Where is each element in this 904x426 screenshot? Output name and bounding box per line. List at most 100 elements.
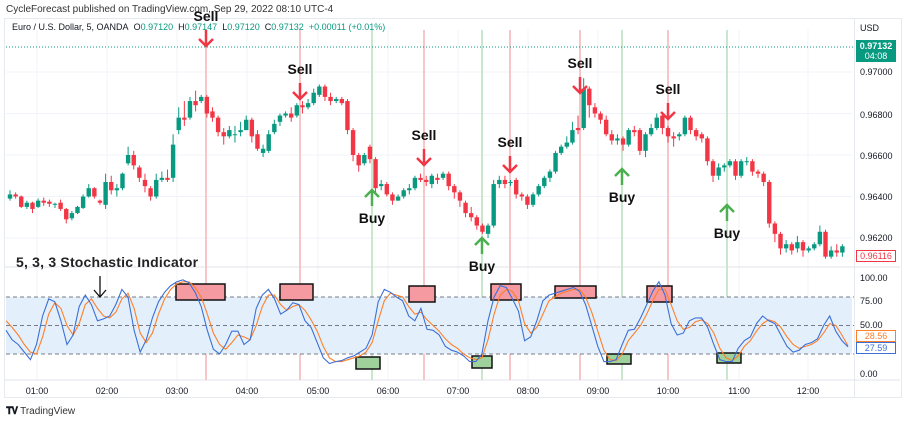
overbought-box <box>646 285 673 303</box>
candle-body <box>328 96 333 102</box>
time-tick-0200: 02:00 <box>95 386 119 396</box>
price-tick-2: 0.96600 <box>860 151 893 161</box>
sell-signal-label: Sell <box>193 8 219 24</box>
candle-body <box>806 248 811 251</box>
overbought-box <box>175 283 226 301</box>
candle-body <box>356 155 361 166</box>
candle-body <box>840 246 845 253</box>
candle-body <box>648 128 654 135</box>
osc-tick-100: 100.00 <box>860 273 888 283</box>
candle-body <box>69 213 75 219</box>
current-price: 0.97132 <box>859 41 893 51</box>
candle-body <box>727 161 733 166</box>
time-tick-0500: 05:00 <box>306 386 330 396</box>
candle-body <box>305 103 311 108</box>
candle-body <box>654 117 659 129</box>
osc-tick-0: 0.00 <box>860 369 878 379</box>
candle-body <box>440 173 446 178</box>
candle-body <box>199 96 204 102</box>
candle-body <box>170 144 176 178</box>
candle-body <box>334 98 339 102</box>
candle-body <box>755 171 761 174</box>
candle-body <box>778 233 783 249</box>
candle-body <box>244 119 249 131</box>
candle-body <box>120 173 125 189</box>
buy-arrowhead-icon <box>614 167 630 177</box>
candle-body <box>564 142 569 147</box>
candle-body <box>367 146 373 160</box>
chart-pane[interactable] <box>4 18 855 398</box>
candle-body <box>148 188 153 197</box>
candle-body <box>159 177 165 180</box>
candle-body <box>570 130 575 143</box>
candle-body <box>457 192 463 201</box>
current-price-badge: 0.97132 04:08 <box>856 40 896 62</box>
candle-body <box>114 188 120 191</box>
sell-arrowhead-icon <box>416 157 432 167</box>
candle-body <box>767 181 772 224</box>
sell-signal-label: Sell <box>655 81 681 97</box>
tradingview-logo-icon: 𝐓𝐕 <box>6 406 18 417</box>
candle-body <box>283 113 288 116</box>
candle-body <box>542 177 547 187</box>
candle-body <box>603 119 609 135</box>
candle-body <box>165 177 170 180</box>
candle-body <box>58 202 63 209</box>
buy-signal-label: Buy <box>713 225 741 241</box>
close-label: C <box>264 22 272 32</box>
candle-body <box>671 136 676 139</box>
last-price-marker: 0.96116 <box>856 250 896 262</box>
candle-body <box>446 173 451 187</box>
candle-body <box>322 86 328 97</box>
candle-body <box>474 217 480 226</box>
candle-body <box>7 194 13 199</box>
buy-arrowhead-icon <box>474 236 490 246</box>
candle-body <box>795 242 800 249</box>
candle-body <box>86 188 91 197</box>
sell-arrowhead-icon <box>292 91 308 101</box>
indicator-pointer-arrowhead <box>93 289 107 298</box>
buy-signal-label: Buy <box>358 210 386 226</box>
candle-body <box>412 177 418 189</box>
candle-body <box>423 179 429 182</box>
overbought-box <box>408 285 436 303</box>
candle-body <box>761 173 766 182</box>
candle-body <box>373 159 378 189</box>
candle-body <box>519 194 524 197</box>
price-tick-4: 0.96200 <box>860 233 893 243</box>
candle-body <box>193 101 198 106</box>
candle-body <box>401 190 406 197</box>
candle-body <box>350 130 356 155</box>
sell-arrowhead-icon <box>572 85 588 95</box>
candle-body <box>418 177 423 180</box>
time-tick-0900: 09:00 <box>586 386 610 396</box>
candle-body <box>52 203 58 205</box>
candle-body <box>249 119 255 137</box>
candle-body <box>699 134 704 139</box>
candle-body <box>598 113 603 120</box>
candle-body <box>215 117 221 133</box>
candle-body <box>536 186 541 195</box>
oversold-box <box>355 356 381 370</box>
candle-body <box>260 148 266 153</box>
candle-body <box>660 115 665 129</box>
candle-body <box>688 117 693 131</box>
candle-body <box>227 130 232 137</box>
price-axis[interactable] <box>854 18 902 398</box>
candle-body <box>592 107 598 114</box>
tradingview-brand: TradingView <box>20 406 76 417</box>
buy-arrowhead-icon <box>364 188 380 198</box>
symbol-name[interactable]: Euro / U.S. Dollar, 5, OANDA <box>12 22 129 32</box>
tradingview-logo[interactable]: 𝐓𝐕 TradingView <box>6 406 75 417</box>
candle-body <box>109 181 114 191</box>
currency-label: USD <box>860 23 880 33</box>
candle-body <box>300 105 305 108</box>
candle-body <box>626 130 631 145</box>
candle-body <box>238 130 243 133</box>
candle-body <box>131 155 136 166</box>
time-tick-0300: 03:00 <box>165 386 189 396</box>
candle-body <box>182 117 187 120</box>
candle-body <box>783 244 789 249</box>
candle-body <box>255 134 260 149</box>
